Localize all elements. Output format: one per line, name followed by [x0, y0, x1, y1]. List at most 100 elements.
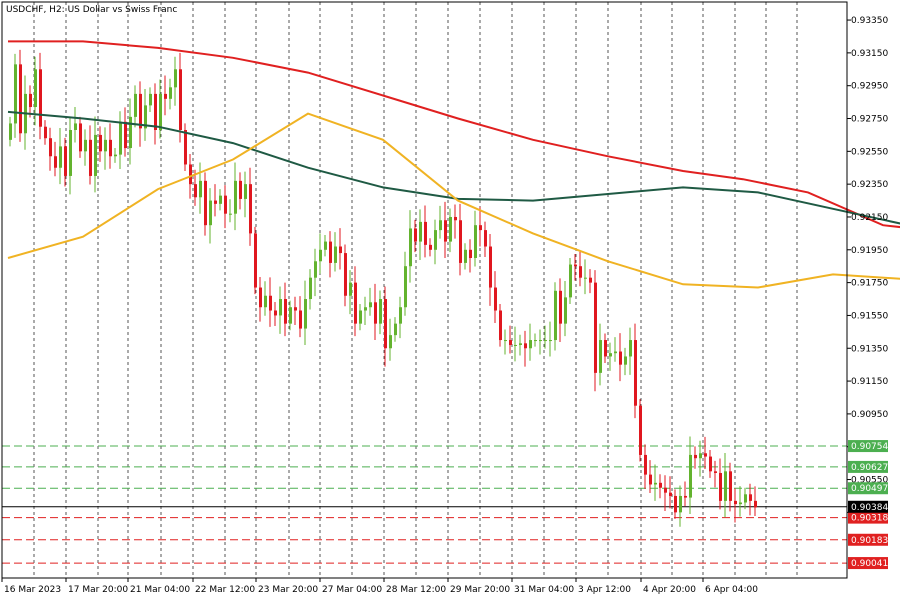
candle-body: [439, 220, 442, 231]
candle-body: [104, 139, 107, 152]
candle-body: [414, 228, 417, 242]
y-tick-label: 0.91150: [851, 377, 888, 387]
candle-body: [279, 299, 282, 316]
candle-body: [249, 184, 252, 234]
candle-body: [689, 454, 692, 498]
candle-body: [194, 184, 197, 198]
candle-body: [289, 307, 292, 324]
candle-body: [579, 266, 582, 278]
x-tick-label: 22 Mar 12:00: [195, 585, 255, 595]
price-box-layer: 0.90754 0.90627 0.90497 0.90318 0.90183 0.900…: [848, 440, 888, 570]
candle-body: [629, 340, 632, 357]
candle-body: [239, 180, 242, 199]
candle-body: [529, 340, 532, 349]
axis-layer: 16 Mar 2023 17 Mar 20:00 21 Mar 04:00 22 Ma…: [1, 16, 888, 595]
candle-body: [274, 310, 277, 316]
candle-layer: [9, 49, 757, 527]
x-tick-label: 17 Mar 20:00: [68, 585, 128, 595]
candle-body: [259, 287, 262, 308]
candle-body: [319, 249, 322, 262]
candle-body: [189, 164, 192, 185]
candle-body: [754, 500, 757, 508]
candle-body: [449, 216, 452, 242]
y-tick-label: 0.90950: [851, 410, 888, 420]
chart-title: USDCHF, H2: US Dollar vs Swiss Franc: [6, 5, 177, 15]
candle-body: [344, 253, 347, 296]
price-level-label: 0.90041: [851, 559, 888, 569]
x-tick-label: 29 Mar 20:00: [450, 585, 510, 595]
candle-body: [604, 340, 607, 357]
candle-body: [609, 353, 612, 357]
candle-body: [549, 340, 552, 342]
candle-body: [334, 246, 337, 263]
candle-body: [134, 93, 137, 117]
candle-body: [304, 299, 307, 329]
candle-body: [704, 453, 707, 457]
candle-body: [569, 264, 572, 298]
candle-body: [559, 290, 562, 324]
x-tick-label: 27 Mar 04:00: [322, 585, 382, 595]
candle-body: [599, 340, 602, 373]
candle-body: [499, 310, 502, 341]
candle-body: [374, 302, 377, 324]
ma-line: [8, 40, 900, 229]
candle-body: [99, 134, 102, 152]
y-tick-label: 0.90550: [851, 476, 888, 486]
candle-body: [454, 216, 457, 221]
candle-body: [254, 233, 257, 288]
level-layer: [2, 445, 847, 564]
candle-body: [424, 221, 427, 245]
candle-body: [574, 264, 577, 267]
y-tick-label: 0.93150: [851, 49, 888, 59]
candle-body: [214, 200, 217, 204]
price-level-label: 0.90318: [851, 514, 888, 524]
candle-body: [684, 495, 687, 498]
candle-body: [444, 220, 447, 242]
candle-body: [584, 277, 587, 279]
candle-body: [359, 310, 362, 324]
candle-body: [129, 116, 132, 149]
candle-body: [384, 299, 387, 349]
candle-body: [669, 492, 672, 496]
candle-body: [94, 134, 97, 176]
candle-body: [174, 69, 177, 88]
y-tick-label: 0.93350: [851, 16, 888, 26]
price-level-label: 0.90384: [851, 503, 888, 513]
candle-body: [719, 472, 722, 501]
candle-body: [744, 494, 747, 503]
candle-body: [379, 299, 382, 324]
candle-body: [624, 356, 627, 365]
candle-body: [644, 454, 647, 475]
y-tick-label: 0.91350: [851, 344, 888, 354]
candle-body: [244, 184, 247, 199]
price-level-box: [848, 511, 888, 524]
candle-body: [459, 220, 462, 263]
candle-body: [544, 340, 547, 342]
candle-body: [409, 228, 412, 267]
candle-body: [69, 130, 72, 176]
candle-body: [184, 130, 187, 165]
x-tick-label: 4 Apr 20:00: [643, 585, 696, 595]
candle-body: [324, 241, 327, 250]
y-tick-label: 0.92750: [851, 115, 888, 125]
candle-body: [434, 230, 437, 250]
candle-body: [294, 307, 297, 311]
candle-body: [209, 200, 212, 226]
candle-body: [394, 323, 397, 336]
candle-body: [389, 335, 392, 349]
candle-body: [74, 123, 77, 130]
candle-body: [639, 405, 642, 455]
candle-body: [154, 93, 157, 130]
candle-body: [144, 105, 147, 129]
x-tick-label: 3 Apr 12:00: [578, 585, 631, 595]
candle-body: [124, 121, 127, 149]
candle-body: [679, 495, 682, 513]
candle-body: [514, 344, 517, 346]
candle-body: [564, 297, 567, 324]
candle-body: [19, 64, 22, 134]
ma-line: [7, 110, 900, 225]
candle-body: [659, 482, 662, 488]
price-level-label: 0.90754: [851, 442, 888, 452]
candle-body: [429, 244, 432, 250]
candle-body: [269, 295, 272, 311]
